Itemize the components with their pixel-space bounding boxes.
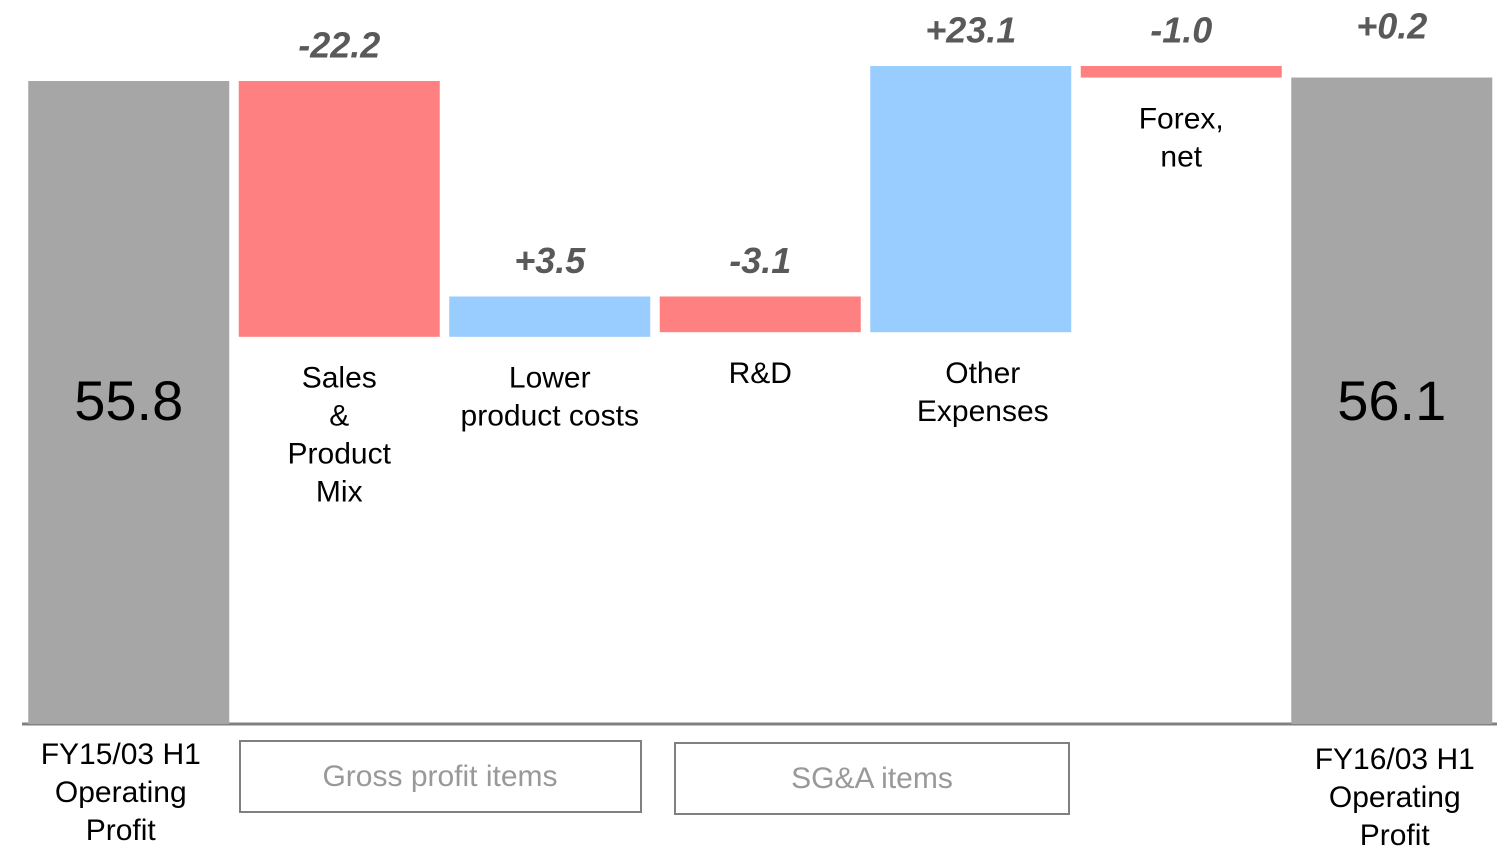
category-label: Lower [509,362,591,395]
category-label: net [1160,140,1202,173]
bar [1291,77,1493,724]
category-label: Product [288,438,392,471]
bar [1080,66,1282,78]
bar [659,296,861,333]
category-label: Operating [55,776,187,809]
value-label: -22.2 [298,25,380,66]
category-label: Forex, [1139,102,1224,135]
category-label: Profit [1360,819,1431,851]
category-label: R&D [729,357,792,390]
bar [28,81,230,724]
value-label: -3.1 [729,240,791,281]
category-label: FY15/03 H1 [41,738,201,771]
bar [870,66,1072,333]
value-label: +23.1 [925,10,1016,51]
value-label: 56.1 [1337,369,1446,432]
category-label: FY16/03 H1 [1315,743,1475,776]
category-label: Mix [316,476,363,509]
group-label: Gross profit items [322,760,557,793]
category-label: product costs [461,400,639,433]
group-label: SG&A items [791,762,953,795]
group-box [239,740,642,813]
category-label: Profit [86,814,157,847]
value-label: -1.0 [1150,10,1212,51]
category-label: Expenses [917,395,1049,428]
value-label: 55.8 [74,369,183,432]
bar [449,296,651,337]
annotation: +0.2 [1356,6,1427,47]
category-label: Operating [1329,781,1461,814]
group-box [674,742,1070,815]
value-label: +3.5 [514,240,586,281]
category-label: & [329,400,349,433]
category-label: Sales [302,362,377,395]
bar [238,81,440,337]
category-label: Other [945,357,1020,390]
